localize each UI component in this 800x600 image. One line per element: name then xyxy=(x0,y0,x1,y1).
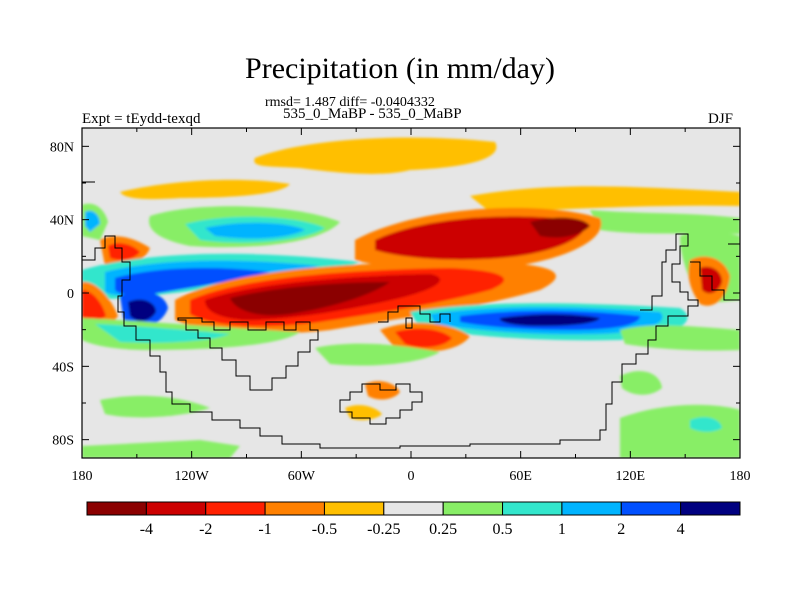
colorbar-swatch xyxy=(145,501,207,516)
colorbar-label: -2 xyxy=(199,521,212,538)
precip-patch xyxy=(620,404,740,458)
experiment-label: Expt = tEydd-texqd xyxy=(82,111,201,127)
precip-patch xyxy=(690,417,722,432)
precip-patch xyxy=(345,405,382,421)
precip-patch xyxy=(375,216,586,260)
precip-patch xyxy=(315,343,440,366)
precip-patch xyxy=(82,440,240,458)
colorbar-swatch xyxy=(442,501,504,516)
lat-tick-label: 40N xyxy=(50,214,74,229)
precip-patch xyxy=(100,395,210,418)
lat-tick-label: 80S xyxy=(52,434,74,449)
lon-tick-label: 120W xyxy=(175,469,210,484)
coastline xyxy=(177,317,319,391)
precip-patch xyxy=(108,243,140,260)
colorbar-swatch xyxy=(383,501,444,516)
colorbar-label: 4 xyxy=(677,521,685,538)
precip-patch xyxy=(470,186,740,212)
colorbar-swatch xyxy=(86,501,147,516)
plot-title: Precipitation (in mm/day) xyxy=(245,52,555,85)
precip-patch xyxy=(254,137,497,174)
colorbar-swatch xyxy=(264,501,325,516)
lon-tick-label: 60E xyxy=(509,469,532,484)
lon-tick-label: 60W xyxy=(288,469,316,484)
precip-patch xyxy=(82,290,106,322)
precip-patch xyxy=(128,299,156,321)
colorbar: -4 -2 -1 -0.5 -0.25 0.25 0.5 1 2 4 xyxy=(86,501,741,538)
precip-patch xyxy=(205,222,305,239)
colorbar-label: -4 xyxy=(140,521,153,538)
lat-tick-label: 0 xyxy=(67,287,74,302)
latitude-axis: 80N 40N 0 40S 80S xyxy=(50,140,740,449)
coastline xyxy=(405,317,413,329)
precipitation-field xyxy=(82,137,740,458)
precip-patch xyxy=(120,179,290,200)
colorbar-label: -1 xyxy=(258,521,271,538)
colorbar-label: 0.5 xyxy=(493,521,513,538)
coastline xyxy=(82,233,699,449)
coastline xyxy=(378,305,451,323)
coastline xyxy=(690,261,740,301)
colorbar-swatch xyxy=(205,501,266,516)
colorbar-label: 0.25 xyxy=(429,521,457,538)
colorbar-label: -0.5 xyxy=(312,521,337,538)
precip-patch xyxy=(95,324,230,343)
colorbar-label: 1 xyxy=(558,521,566,538)
colorbar-swatch xyxy=(620,501,682,516)
subtitle: 535_0_MaBP - 535_0_MaBP xyxy=(283,106,462,122)
coastline xyxy=(339,383,423,425)
colorbar-label: -0.25 xyxy=(367,521,400,538)
rmsd-diff-stats: rmsd= 1.487 diff= -0.0404332 xyxy=(265,95,435,110)
lat-tick-label: 80N xyxy=(50,140,74,155)
colorbar-swatch xyxy=(323,501,385,516)
season-label: DJF xyxy=(708,111,734,127)
precip-patch xyxy=(500,314,600,326)
precip-patch xyxy=(590,210,740,234)
precip-patch xyxy=(530,217,590,238)
precip-patch xyxy=(115,268,270,295)
precip-patch xyxy=(620,371,662,395)
coastlines xyxy=(82,181,740,449)
colorbar-swatch xyxy=(502,501,563,516)
precip-patch xyxy=(620,325,740,351)
colorbar-swatch xyxy=(680,501,741,516)
colorbar-label: 2 xyxy=(617,521,625,538)
precip-patch xyxy=(700,266,722,294)
lon-tick-label: 120E xyxy=(616,469,646,484)
lon-tick-label: 0 xyxy=(408,469,415,484)
precip-patch xyxy=(395,328,452,348)
lat-tick-label: 40S xyxy=(52,360,74,375)
colorbar-swatch xyxy=(561,501,622,516)
lon-tick-label: 180 xyxy=(730,469,751,484)
longitude-axis: 180 120W 60W 0 60E 120E 180 xyxy=(72,128,751,484)
lon-tick-label: 180 xyxy=(72,469,93,484)
precip-patch xyxy=(230,282,390,316)
precip-patch xyxy=(85,210,100,232)
